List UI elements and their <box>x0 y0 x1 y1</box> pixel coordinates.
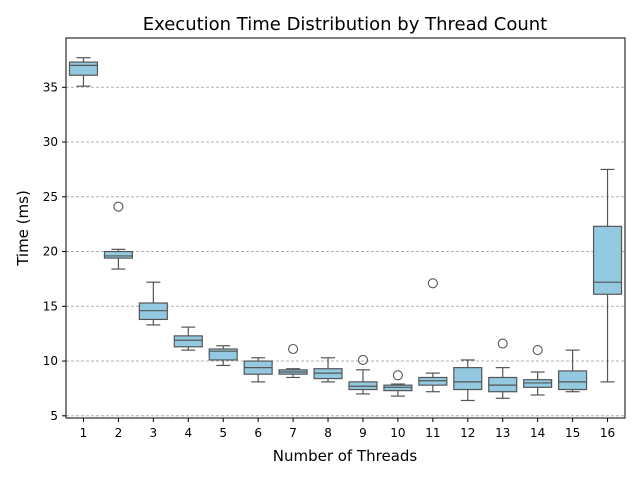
x-tick-label: 8 <box>324 426 332 440</box>
y-tick-label: 20 <box>43 245 58 259</box>
y-tick-label: 30 <box>43 135 58 149</box>
grid-lines <box>66 86 625 417</box>
box <box>103 250 133 259</box>
x-tick-label: 13 <box>495 426 510 440</box>
x-ticks: 1 2 3 4 5 6 7 8 9 10 11 12 13 14 15 16 <box>80 418 615 440</box>
box-group-5 <box>208 345 238 367</box>
x-tick-label: 9 <box>359 426 367 440</box>
x-tick-label: 11 <box>425 426 440 440</box>
box-group-10 <box>383 370 413 397</box>
box-group-14 <box>523 345 553 396</box>
box <box>558 370 588 391</box>
x-tick-label: 16 <box>600 426 615 440</box>
x-tick-label: 2 <box>115 426 123 440</box>
box-group-9 <box>348 354 378 395</box>
boxes <box>68 57 623 402</box>
x-tick-label: 14 <box>530 426 545 440</box>
box-group-7 <box>278 343 308 379</box>
box <box>592 225 623 295</box>
box-group-6 <box>243 357 273 383</box>
box <box>208 348 238 361</box>
x-tick-label: 3 <box>150 426 158 440</box>
box-group-1 <box>68 57 99 87</box>
x-tick-label: 10 <box>390 426 405 440</box>
box <box>453 367 483 391</box>
box <box>173 335 203 348</box>
box-group-4 <box>173 326 203 351</box>
outlier-point <box>392 370 403 381</box>
y-tick-label: 15 <box>43 299 58 313</box>
outlier-point <box>357 354 369 366</box>
box <box>68 61 99 76</box>
x-tick-label: 5 <box>219 426 227 440</box>
box-group-8 <box>313 357 343 383</box>
x-tick-label: 4 <box>184 426 192 440</box>
y-tick-label: 10 <box>43 354 58 368</box>
x-axis-label: Number of Threads <box>273 447 418 465</box>
chart-title: Execution Time Distribution by Thread Co… <box>143 14 547 35</box>
x-tick-label: 7 <box>289 426 297 440</box>
y-axis-label: Time (ms) <box>14 190 32 267</box>
box-group-15 <box>558 349 588 393</box>
box-group-11 <box>418 278 448 393</box>
box-group-16 <box>592 168 623 383</box>
outlier-point <box>427 278 438 289</box>
y-tick-label: 25 <box>43 190 58 204</box>
y-tick-label: 35 <box>43 80 58 94</box>
x-tick-label: 1 <box>80 426 88 440</box>
box-group-13 <box>488 338 518 399</box>
x-tick-label: 12 <box>460 426 475 440</box>
x-tick-label: 6 <box>254 426 262 440</box>
y-tick-label: 5 <box>50 409 58 423</box>
box-group-12 <box>453 359 483 402</box>
box-group-2 <box>103 201 133 270</box>
outlier-point <box>113 201 124 212</box>
plot-frame <box>65 37 626 419</box>
x-tick-label: 15 <box>565 426 580 440</box>
outlier-point <box>497 338 508 349</box>
outlier-point <box>532 345 543 356</box>
y-ticks: 5 10 15 20 25 30 35 <box>43 80 66 423</box>
outlier-point <box>288 343 299 355</box>
box-group-3 <box>138 281 168 326</box>
